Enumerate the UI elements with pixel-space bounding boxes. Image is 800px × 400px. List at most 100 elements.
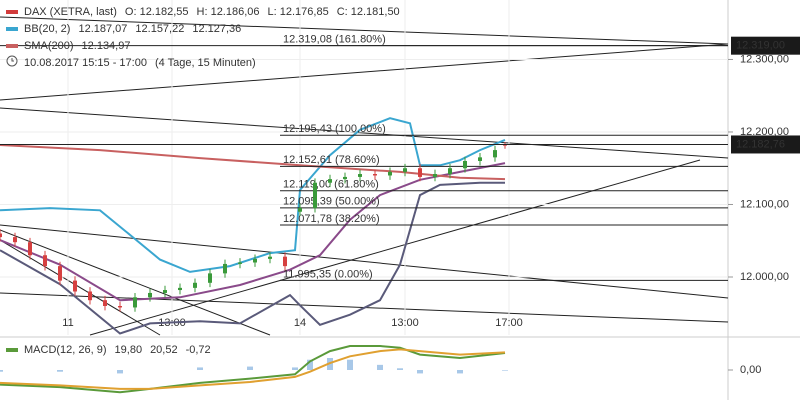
indicator-line	[0, 117, 506, 273]
candle-body	[133, 297, 137, 308]
histogram-bar	[197, 367, 203, 370]
histogram-bar	[57, 370, 63, 372]
candle-body	[223, 263, 227, 274]
candle-body	[73, 280, 77, 292]
trend-line	[0, 43, 729, 101]
x-tick-label: 14	[294, 317, 306, 329]
legend-value: (4 Tage, 15 Minuten)	[155, 57, 256, 69]
legend-swatch	[6, 10, 18, 14]
histogram-bar	[307, 359, 313, 370]
candle-body	[463, 160, 467, 169]
histogram-bar	[417, 370, 423, 374]
trend-line	[0, 16, 729, 45]
price-tag	[731, 135, 800, 154]
legend-value: 12.134,97	[82, 40, 131, 52]
candle-body	[193, 282, 197, 288]
candle-body	[118, 305, 122, 308]
fib-label: 12.071,78 (38.20%)	[283, 213, 380, 225]
trend-line	[89, 159, 701, 336]
price-tag	[731, 36, 800, 55]
legend-name: MACD(12, 26, 9)	[24, 344, 107, 356]
legend-swatch	[6, 44, 18, 48]
histogram-bar	[397, 368, 403, 370]
trend-line	[0, 239, 161, 336]
histogram-bar	[247, 366, 253, 370]
legend-value: 12.187,07	[78, 23, 127, 35]
x-tick-label: 11	[62, 317, 73, 329]
candle-body	[208, 273, 212, 283]
indicator-line	[0, 144, 506, 181]
candle-body	[13, 237, 17, 243]
trend-lines	[0, 16, 729, 336]
price-tag-label: 12.319,00	[736, 40, 785, 52]
legend-value: H: 12.186,06	[197, 6, 260, 18]
trend-line	[0, 107, 729, 159]
histogram-bar	[377, 364, 383, 370]
candle-body	[388, 171, 392, 176]
legend-value: 20,52	[150, 344, 178, 356]
indicator-line	[0, 181, 505, 335]
candle-body	[358, 174, 362, 177]
fib-label: 12.319,08 (161.80%)	[283, 34, 386, 46]
legend-value: 19,80	[115, 344, 143, 356]
legend-name: 10.08.2017 15:15 - 17:00	[24, 57, 147, 69]
fib-label: 12.119,00 (61.80%)	[283, 179, 379, 191]
histogram-bar	[117, 370, 123, 374]
candle-body	[328, 179, 332, 183]
legend-value: -0,72	[186, 344, 211, 356]
fib-label: 12.095,39 (50.00%)	[283, 196, 380, 208]
legend-swatch	[6, 348, 18, 352]
candle-body	[268, 256, 272, 259]
y-tick-label: 0,00	[740, 364, 761, 376]
y-tick-label: 12.100,00	[740, 198, 789, 210]
histogram-bar	[0, 370, 3, 372]
legend-value: O: 12.182,55	[125, 6, 189, 18]
candle-body	[58, 266, 62, 281]
histogram-bar	[347, 359, 353, 370]
candle-body	[373, 174, 377, 176]
fib-label: 12.195,43 (100.00%)	[283, 123, 386, 135]
candle-body	[503, 144, 507, 146]
candle-body	[88, 291, 92, 301]
fib-label: 11.995,35 (0.00%)	[283, 268, 373, 280]
histogram-bar	[457, 370, 463, 374]
legend-name: SMA(200)	[24, 40, 74, 52]
candle-body	[43, 255, 47, 267]
fib-label: 12.152,61 (78.60%)	[283, 154, 380, 166]
candle-body	[103, 300, 107, 306]
legend-value: 12.157,22	[135, 23, 184, 35]
y-tick-label: 12.300,00	[740, 53, 789, 65]
macd-line	[0, 345, 506, 394]
legend-swatch	[6, 27, 18, 31]
legend-value: 12.127,36	[192, 23, 241, 35]
candle-body	[253, 258, 257, 263]
candle-body	[148, 292, 152, 298]
legend-value: L: 12.176,85	[268, 6, 329, 18]
candle-body	[448, 168, 452, 175]
candle-body	[298, 208, 302, 212]
candle-body	[28, 242, 32, 256]
histogram-bar	[502, 370, 508, 371]
candle-body	[433, 174, 437, 177]
histogram-bar	[292, 367, 298, 370]
candle-body	[418, 168, 422, 177]
clock-hand	[11, 58, 14, 62]
candle-body	[0, 233, 2, 238]
candle-body	[238, 262, 242, 264]
y-tick-label: 12.200,00	[740, 126, 789, 138]
trend-line	[0, 224, 729, 299]
price-tag-label: 12.182,76	[736, 138, 785, 150]
trend-line	[0, 229, 271, 336]
indicator-line	[0, 162, 506, 302]
x-tick-label: 13:00	[391, 317, 419, 329]
candle-body	[313, 182, 317, 209]
legend-name: BB(20, 2)	[24, 23, 70, 35]
clock-icon	[6, 55, 18, 67]
candle-body	[478, 157, 482, 161]
candle-body	[403, 168, 407, 172]
y-tick-label: 12.000,00	[740, 271, 789, 283]
macd-line	[0, 348, 506, 390]
candle-body	[163, 290, 167, 293]
